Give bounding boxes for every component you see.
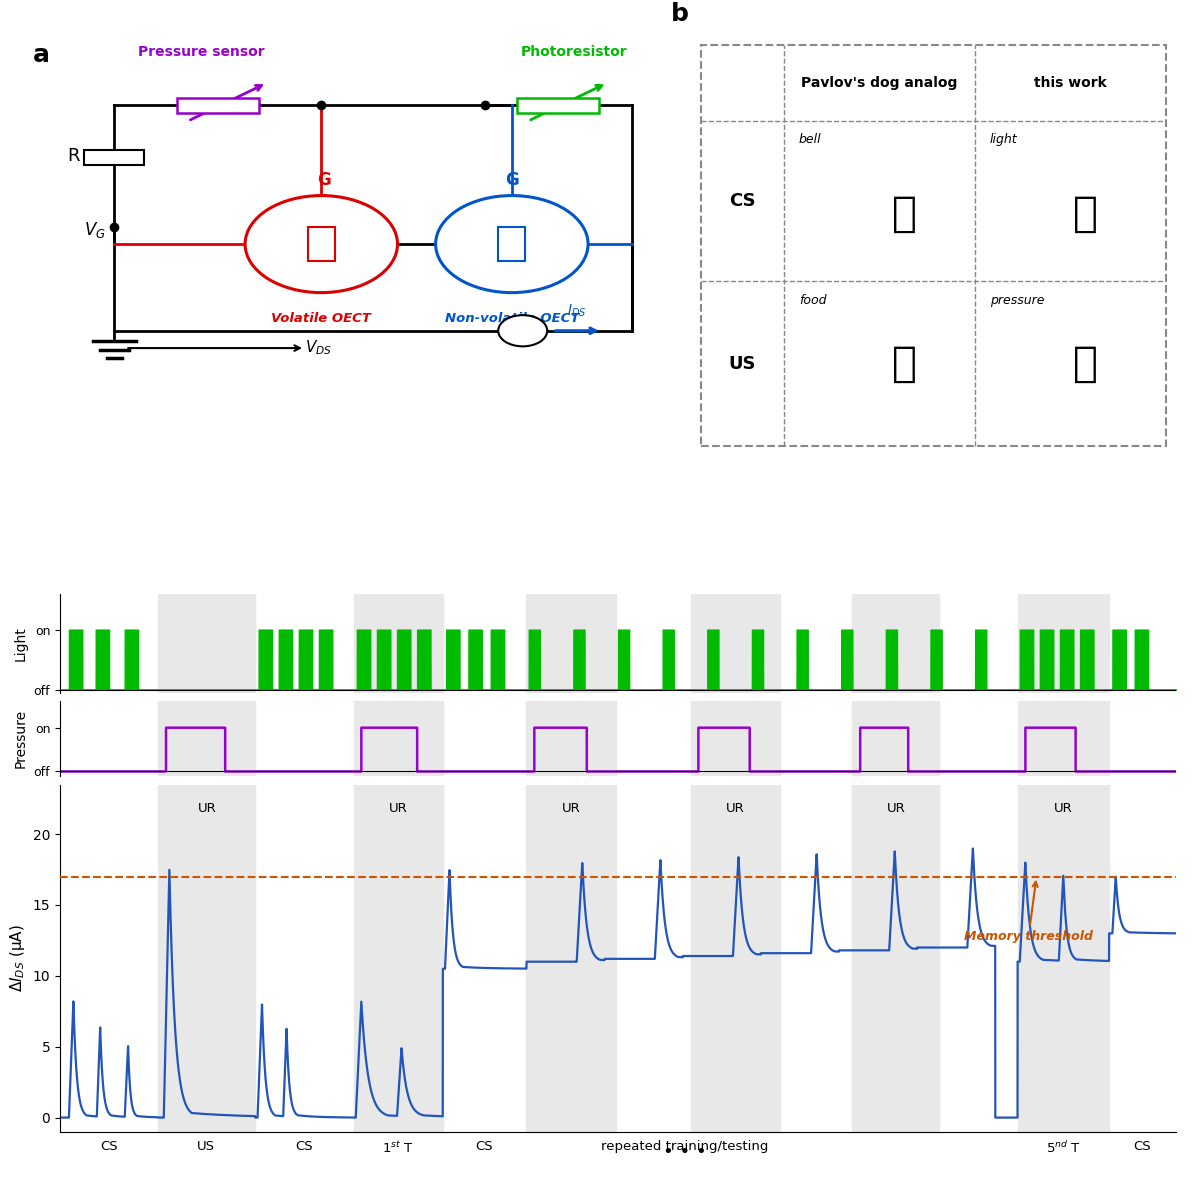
Circle shape (245, 195, 397, 293)
Text: bell: bell (799, 134, 821, 147)
Text: Volatile OECT: Volatile OECT (271, 312, 371, 325)
Text: G: G (317, 171, 331, 189)
Bar (354, 594, 443, 692)
Text: UR: UR (1054, 802, 1073, 815)
Bar (1018, 702, 1109, 775)
Bar (307, 226, 335, 261)
Text: Non-volatile OECT: Non-volatile OECT (445, 312, 580, 325)
Text: $V_G$: $V_G$ (84, 220, 107, 241)
Text: Pavlov's dog analog: Pavlov's dog analog (802, 76, 958, 89)
Text: $V_{DS}$: $V_{DS}$ (305, 338, 332, 358)
Text: a: a (32, 43, 49, 67)
Text: Photoresistor: Photoresistor (521, 45, 628, 59)
Text: UR: UR (197, 802, 216, 815)
Text: 💡: 💡 (1073, 193, 1098, 235)
Text: • • •: • • • (664, 1143, 707, 1161)
Text: D: D (382, 237, 395, 252)
Bar (1018, 785, 1109, 1132)
Bar (158, 702, 256, 775)
Y-axis label: Light: Light (14, 626, 28, 661)
Bar (354, 702, 443, 775)
Bar (527, 594, 616, 692)
FancyBboxPatch shape (701, 45, 1166, 447)
Text: S: S (438, 237, 449, 252)
Text: 👆: 👆 (1073, 343, 1098, 385)
Text: UR: UR (389, 802, 408, 815)
Y-axis label: Pressure: Pressure (14, 709, 28, 768)
Text: b: b (671, 2, 689, 26)
Text: S: S (248, 237, 259, 252)
Bar (690, 594, 780, 692)
Bar (517, 98, 599, 113)
Bar (852, 702, 940, 775)
Text: food: food (799, 294, 827, 307)
Bar (354, 785, 443, 1132)
Text: 🍖: 🍖 (892, 343, 917, 385)
Text: US: US (728, 355, 756, 373)
Bar (690, 785, 780, 1132)
Bar (690, 702, 780, 775)
Bar (852, 785, 940, 1132)
Text: Pressure sensor: Pressure sensor (138, 45, 265, 59)
Circle shape (436, 195, 588, 293)
Text: pressure: pressure (990, 294, 1044, 307)
Bar (498, 226, 526, 261)
Text: D: D (572, 237, 586, 252)
Bar (158, 594, 256, 692)
Bar (1018, 594, 1109, 692)
Circle shape (498, 315, 547, 347)
Bar (158, 785, 256, 1132)
Text: this work: this work (1034, 76, 1108, 89)
Text: G: G (505, 171, 518, 189)
Text: A: A (517, 323, 529, 338)
Text: UR: UR (562, 802, 581, 815)
Bar (527, 702, 616, 775)
Text: 🔔: 🔔 (892, 193, 917, 235)
Y-axis label: $\Delta I_{DS}$ (μA): $\Delta I_{DS}$ (μA) (8, 925, 28, 992)
Text: Memory threshold: Memory threshold (964, 881, 1093, 944)
Text: light: light (990, 134, 1018, 147)
Bar (84, 149, 144, 165)
Text: R: R (67, 147, 80, 165)
Text: UR: UR (726, 802, 744, 815)
Text: CS: CS (730, 193, 756, 209)
Bar (178, 98, 259, 113)
Bar (527, 785, 616, 1132)
Bar (852, 594, 940, 692)
Text: UR: UR (887, 802, 905, 815)
Text: $I_{DS}$: $I_{DS}$ (568, 302, 587, 319)
